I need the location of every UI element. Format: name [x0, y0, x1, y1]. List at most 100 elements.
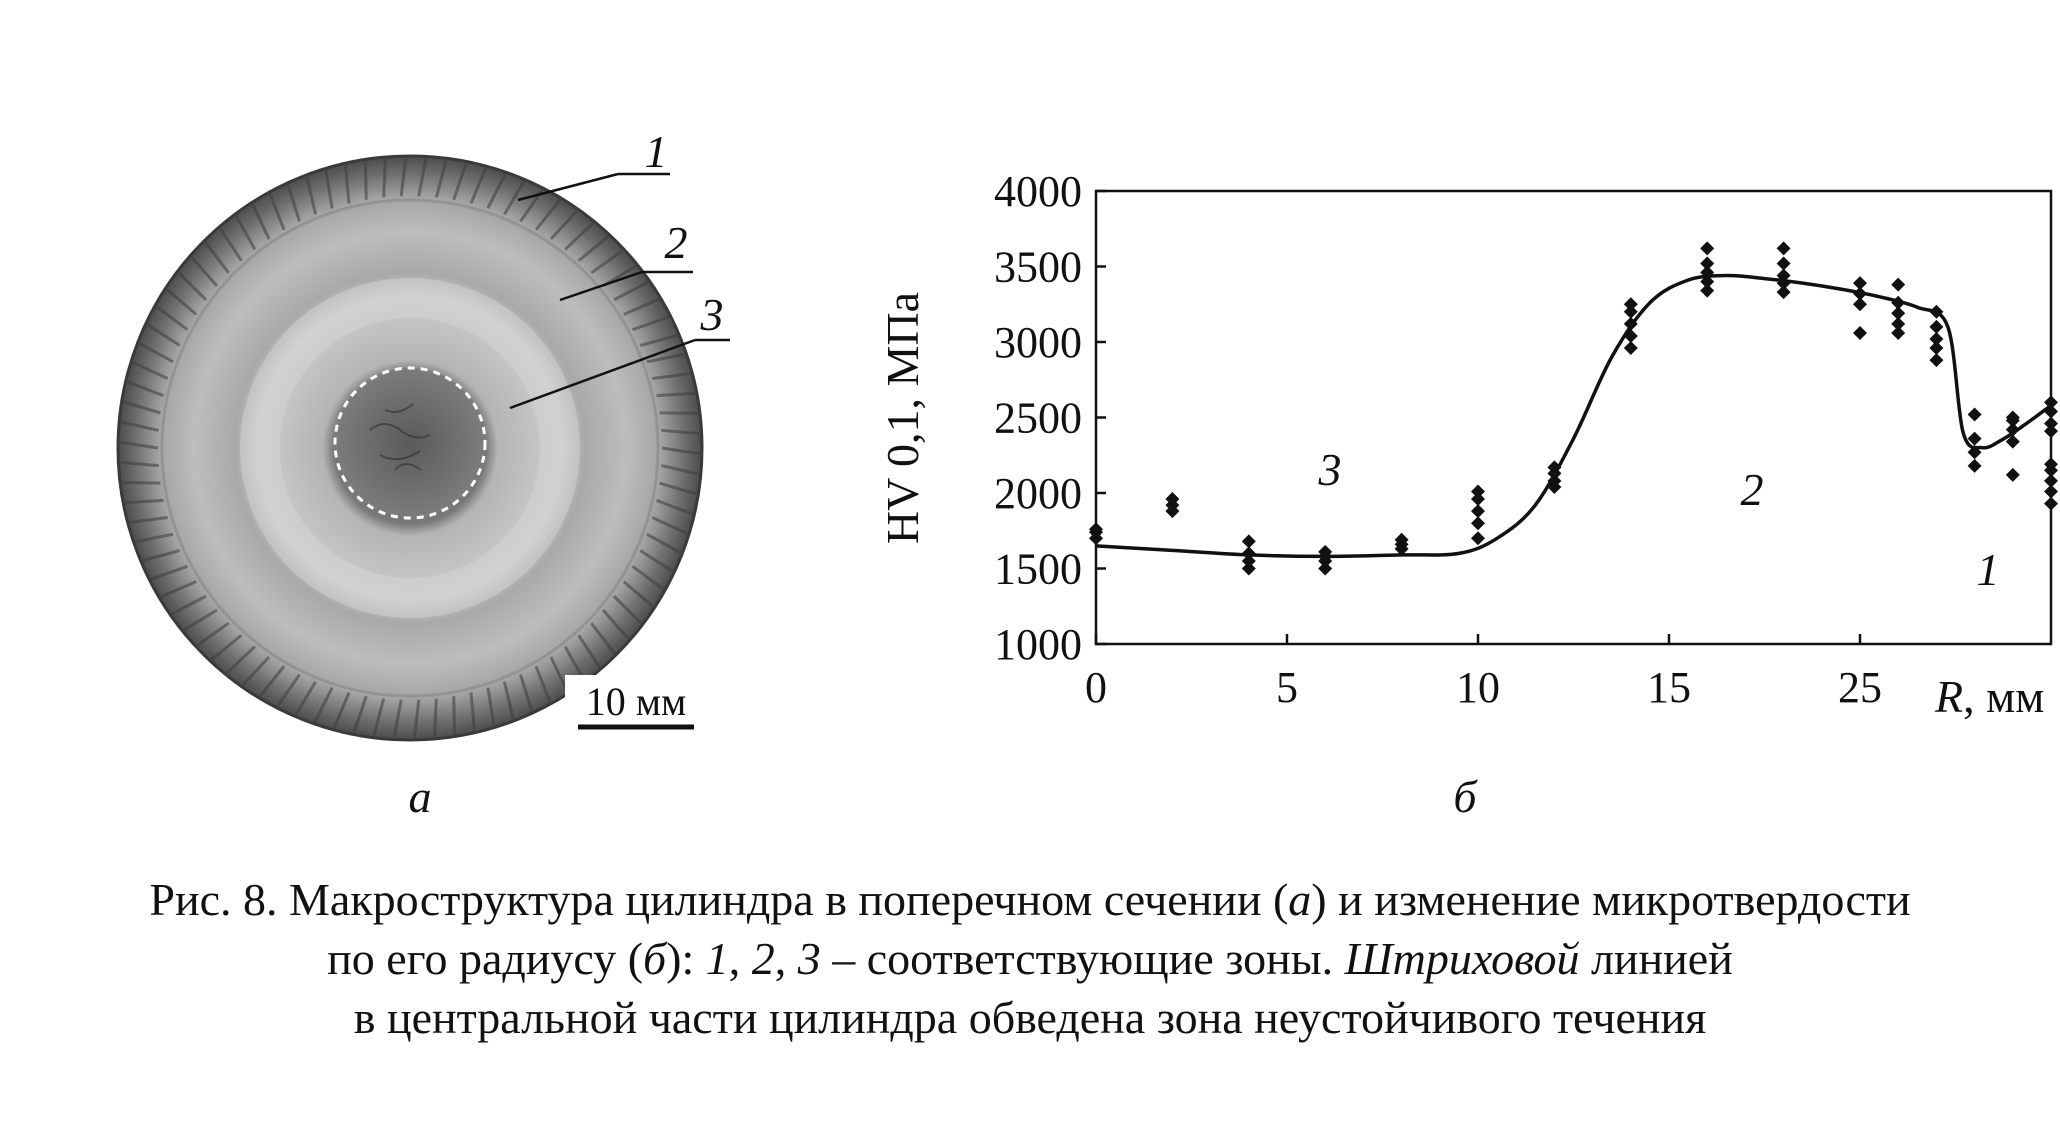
x-axis-unit: , мм: [1963, 671, 2044, 722]
rim-streak: [160, 580, 197, 599]
rim-streak: [622, 580, 654, 608]
rim-streak: [623, 297, 660, 316]
data-point: [1700, 256, 1715, 271]
data-point: [1776, 256, 1791, 271]
rim-streak: [661, 464, 700, 476]
rim-streak: [183, 608, 218, 632]
rim-streak: [655, 498, 693, 516]
rim-streak: [646, 352, 685, 364]
y-tick-label: 1000: [994, 620, 1082, 669]
x-axis-ticks: 0 5 10 15 25: [1085, 634, 1882, 712]
data-point: [1471, 484, 1485, 499]
rim-streak: [294, 680, 317, 716]
rim-streak: [612, 595, 643, 625]
rim-streak: [138, 342, 174, 364]
data-point: [1891, 316, 1906, 331]
caption-text: линией: [1579, 933, 1733, 984]
rim-streak: [258, 665, 286, 698]
scale-bar-label: 10 мм: [586, 679, 687, 724]
caption-zone-3: 3: [797, 933, 821, 984]
zone-leaders: [509, 172, 730, 410]
leader-line-1: [517, 172, 619, 202]
y-tick-label: 4000: [994, 167, 1082, 216]
data-point: [1623, 304, 1638, 319]
rim-streak: [502, 681, 515, 720]
data-point: [1623, 341, 1638, 356]
rim-streak: [363, 161, 368, 200]
data-point: [1853, 297, 1867, 312]
panel-a-sublabel: а: [409, 771, 432, 822]
rim-streak: [324, 170, 334, 209]
rim-streak: [503, 180, 526, 216]
zone-label-3: 3: [700, 289, 724, 340]
rim-streak: [631, 565, 665, 591]
data-point: [1929, 319, 1944, 334]
rim-streak: [577, 634, 601, 669]
rim-streak: [210, 634, 243, 661]
rim-streak: [519, 674, 534, 712]
chart-zone-label-3: 3: [1318, 444, 1342, 495]
data-point: [1165, 492, 1180, 507]
rim-streak: [343, 165, 351, 204]
rim-streak: [313, 686, 334, 723]
rim-streak: [486, 687, 496, 726]
y-axis-label: HV 0,1, МПа: [877, 292, 928, 544]
rim-streak: [563, 645, 586, 681]
x-tick-label: 0: [1085, 663, 1107, 712]
rim-streak: [469, 692, 477, 731]
y-tick-label: 3500: [994, 243, 1082, 292]
rim-streak: [119, 440, 159, 450]
rim-streak: [433, 698, 438, 738]
rim-streak: [123, 400, 161, 415]
data-point: [1853, 325, 1867, 340]
caption-emphasis: Штриховой: [1344, 933, 1580, 984]
zone-label-1: 1: [645, 126, 668, 177]
caption-zone-2: 2: [751, 933, 775, 984]
y-tick-label: 2500: [994, 394, 1082, 443]
data-point: [1967, 431, 1982, 446]
hardness-chart: 1000 1500 2000 2500 3000 3500 4000 0 5 10 15 25 HV…: [877, 167, 2058, 722]
data-point: [1891, 325, 1906, 340]
core-texture: [369, 403, 431, 471]
caption-text: ):: [666, 933, 706, 984]
zone-label-2: 2: [665, 217, 688, 268]
rim-streak: [392, 699, 403, 738]
data-point: [1318, 561, 1333, 576]
rim-streak: [190, 256, 219, 288]
rim-streak: [549, 656, 569, 693]
x-axis-variable: R: [1934, 671, 1963, 722]
rim-streak: [171, 594, 207, 616]
data-point: [1891, 306, 1906, 321]
rim-streak: [661, 446, 701, 456]
rim-streak: [590, 622, 616, 655]
rim-streak: [590, 249, 624, 275]
rim-streak: [268, 193, 286, 231]
rim-streak: [225, 645, 256, 674]
rim-streak: [639, 549, 674, 573]
rim-streak: [146, 323, 181, 347]
caption-text: по его радиусу (: [327, 933, 644, 984]
rim-streak: [651, 516, 688, 535]
rim-streak: [486, 173, 507, 210]
rim-streak: [120, 420, 159, 432]
x-tick-label: 10: [1456, 663, 1500, 712]
data-point: [1394, 532, 1409, 547]
rim-streak: [469, 167, 488, 205]
data-point: [1241, 561, 1256, 576]
rim-streak: [177, 271, 208, 301]
data-point: [2005, 467, 2020, 482]
panel-b-sublabel: б: [1453, 771, 1478, 822]
disc-rim-texture: [119, 157, 701, 739]
caption-text: ) и изменение микротвердости: [1311, 874, 1911, 925]
caption-text: ,: [728, 933, 752, 984]
caption-text: ,: [774, 933, 798, 984]
macrostructure-image: [116, 154, 704, 742]
x-tick-label: 5: [1276, 663, 1298, 712]
rim-streak: [434, 159, 448, 198]
rim-streak: [412, 699, 421, 739]
data-point: [1929, 353, 1944, 368]
x-axis-label: R, мм: [1934, 671, 2044, 722]
data-point: [2044, 473, 2058, 488]
rim-streak: [656, 391, 695, 398]
